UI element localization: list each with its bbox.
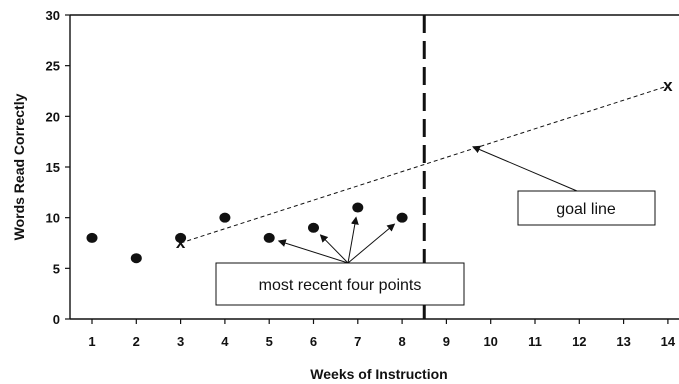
x-tick-label: 9 <box>443 334 450 349</box>
data-point <box>352 202 364 213</box>
x-tick-label: 1 <box>88 334 95 349</box>
most-recent-points-box <box>215 262 465 306</box>
callout-arrow <box>277 239 349 264</box>
data-point <box>86 232 98 243</box>
goal-line-box <box>517 190 656 226</box>
y-tick-label: 10 <box>46 211 60 226</box>
x-tick-label: 3 <box>177 334 184 349</box>
data-point <box>219 212 231 223</box>
data-point <box>396 212 408 223</box>
x-axis-title: Weeks of Instruction <box>310 366 447 382</box>
y-tick-label: 0 <box>53 312 60 327</box>
y-tick-label: 25 <box>46 59 60 74</box>
y-tick-label: 5 <box>53 261 60 276</box>
x-tick-label: 13 <box>616 334 630 349</box>
y-axis-ticks: 0 5 10 15 20 25 30 <box>46 8 70 327</box>
x-tick-label: 2 <box>133 334 140 349</box>
goal-line-callout: goal line <box>472 145 656 226</box>
callout-arrow <box>319 234 349 264</box>
x-tick-label: 11 <box>528 334 542 349</box>
y-tick-label: 15 <box>46 160 60 175</box>
y-axis-title: Words Read Correctly <box>11 93 27 240</box>
y-tick-label: 30 <box>46 8 60 23</box>
goal-line <box>180 85 669 244</box>
x-tick-label: 8 <box>398 334 405 349</box>
data-point <box>175 232 187 243</box>
data-point <box>308 222 319 233</box>
goal-end-marker: x <box>663 76 673 95</box>
x-tick-label: 4 <box>221 334 229 349</box>
x-axis-ticks: 1 2 3 4 5 6 7 8 9 10 11 12 13 14 <box>88 319 676 349</box>
x-tick-label: 14 <box>661 334 676 349</box>
goal-line-label: goal line <box>556 201 616 218</box>
callout-arrow <box>347 216 359 264</box>
x-tick-label: 10 <box>483 334 497 349</box>
goal-line-arrow <box>472 145 578 192</box>
data-points <box>86 202 408 264</box>
most-recent-points-callout: most recent four points <box>215 216 465 306</box>
y-tick-label: 20 <box>46 109 60 124</box>
x-tick-label: 5 <box>266 334 273 349</box>
callout-arrow <box>347 223 396 264</box>
x-tick-label: 12 <box>572 334 586 349</box>
x-tick-label: 6 <box>310 334 317 349</box>
most-recent-points-arrows <box>277 216 396 264</box>
x-tick-label: 7 <box>354 334 361 349</box>
most-recent-points-label: most recent four points <box>259 277 422 294</box>
goal-start-marker: x <box>176 233 186 252</box>
data-point <box>263 232 275 243</box>
data-point <box>130 253 142 264</box>
